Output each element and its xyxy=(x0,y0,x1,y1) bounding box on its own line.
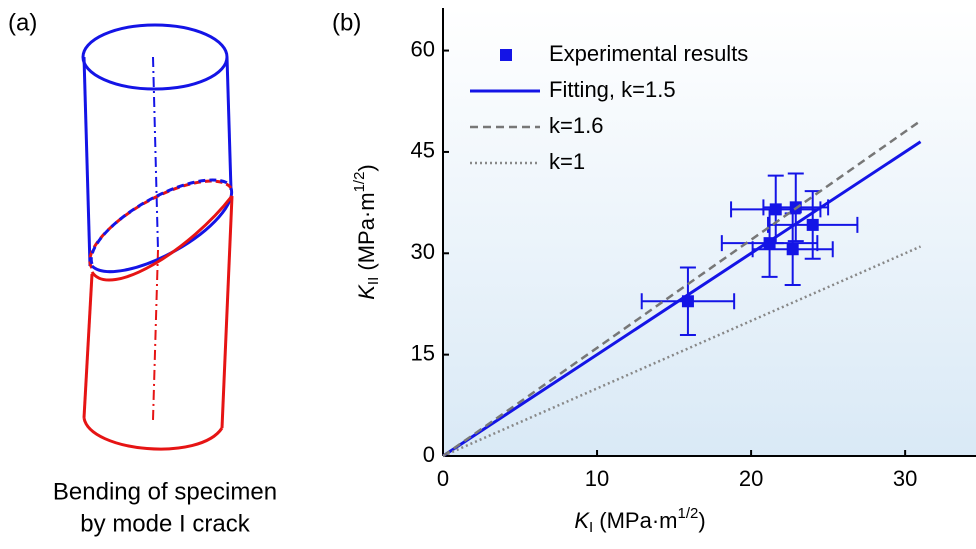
legend-label: k=1 xyxy=(549,149,585,174)
data-point xyxy=(786,243,799,256)
axis-label-part: I xyxy=(589,519,593,536)
axis-label-part: (MPa·m xyxy=(593,508,677,533)
x-tick-label: 30 xyxy=(893,466,917,491)
fit-line xyxy=(442,119,922,458)
panel-label: (b) xyxy=(332,9,361,36)
y-tick-label: 45 xyxy=(411,138,435,163)
y-tick-label: 0 xyxy=(423,442,435,467)
y-tick-label: 30 xyxy=(411,239,435,264)
caption: Bending of specimen xyxy=(53,478,277,505)
x-tick-label: 20 xyxy=(739,466,763,491)
legend-label: k=1.6 xyxy=(549,113,603,138)
axis-label-part: II xyxy=(365,277,382,285)
data-point xyxy=(806,218,819,231)
axis-label-part: (MPa·m xyxy=(354,192,379,276)
legend-label: Fitting, k=1.5 xyxy=(549,77,676,102)
legend-marker xyxy=(500,49,512,61)
axis-label-part: ) xyxy=(698,508,705,533)
panel-label: (a) xyxy=(8,9,37,36)
axis-label-part: ) xyxy=(354,164,379,171)
axis-label-part: K xyxy=(354,284,379,300)
fit-line xyxy=(442,245,922,458)
legend-label: Experimental results xyxy=(549,41,748,66)
axis-label-part: K xyxy=(574,508,590,533)
specimen-diagram xyxy=(81,23,234,451)
fit-line xyxy=(442,140,922,458)
x-tick-label: 0 xyxy=(437,466,449,491)
axis-label-part: 1/2 xyxy=(678,505,699,522)
y-tick-label: 15 xyxy=(411,340,435,365)
x-tick-label: 10 xyxy=(585,466,609,491)
caption: by mode I crack xyxy=(80,510,250,537)
axis-label-part: 1/2 xyxy=(351,172,368,193)
y-tick-label: 60 xyxy=(411,36,435,61)
error-bar xyxy=(767,190,859,260)
plot-area xyxy=(443,8,976,456)
y-axis-label: KII (MPa·m1/2) xyxy=(351,164,382,300)
x-axis-label: KI (MPa·m1/2) xyxy=(574,505,705,536)
